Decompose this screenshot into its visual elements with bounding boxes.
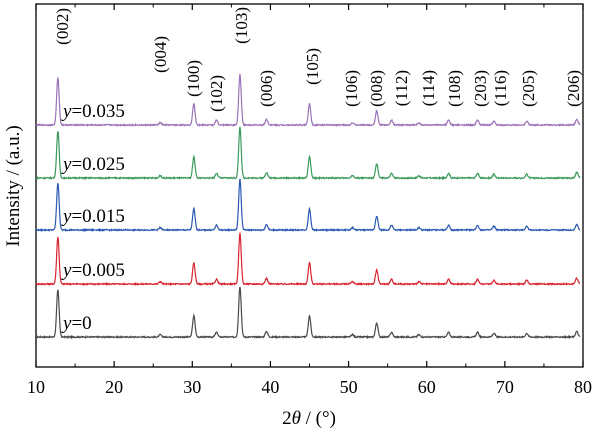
series-line (35, 178, 581, 233)
x-tick-label: 50 (340, 377, 358, 397)
peak-label: (002) (53, 8, 72, 45)
x-axis-title-unit: / (°) (301, 408, 336, 429)
peak-label: (105) (303, 48, 322, 85)
y-axis-title: Intensity / (a.u.) (3, 125, 24, 246)
peak-label: (116) (491, 70, 510, 106)
series-label-value: =0.035 (71, 101, 124, 122)
series-label: y=0.035 (61, 101, 125, 122)
x-axis-title-theta: θ (292, 408, 301, 429)
series-label-var: y (61, 260, 72, 281)
series-line (35, 126, 581, 181)
peak-labels: (002) (004) (100) (102) (103) (006) (105) (106)… (53, 7, 583, 112)
series-label-value: =0.025 (71, 154, 124, 175)
peak-label: (203) (471, 70, 490, 107)
peak-label: (206) (564, 70, 583, 107)
peak-label: (108) (445, 70, 464, 107)
x-tick-label: 10 (27, 377, 45, 397)
series-label-var: y (61, 154, 72, 175)
x-tick-label: 70 (496, 377, 514, 397)
peak-label: (103) (232, 7, 251, 44)
peak-label: (100) (184, 60, 203, 97)
series-label: y=0.015 (61, 206, 125, 227)
peak-label: (004) (151, 36, 170, 73)
peak-label: (114) (419, 70, 438, 106)
series-label-var: y (61, 206, 72, 227)
peak-label: (006) (257, 70, 276, 107)
peak-label: (102) (207, 75, 226, 112)
series-lines (35, 73, 581, 340)
x-tick-label: 30 (183, 377, 201, 397)
peak-label: (106) (342, 70, 361, 107)
series-label-var: y (61, 313, 72, 334)
x-tick-label: 20 (105, 377, 123, 397)
x-tick-label: 40 (261, 377, 279, 397)
peak-label: (205) (519, 70, 538, 107)
x-tick-label: 60 (418, 377, 436, 397)
x-axis-ticks: 10 20 30 40 50 60 70 80 (27, 4, 592, 397)
peak-label: (008) (367, 70, 386, 107)
series-label: y=0.025 (61, 154, 125, 175)
series-line (35, 232, 580, 287)
series-label-value: =0 (71, 313, 91, 334)
series-label-value: =0.015 (71, 206, 124, 227)
peak-label: (112) (392, 70, 411, 106)
series-label: y=0.005 (61, 260, 125, 281)
series-label-value: =0.005 (71, 260, 124, 281)
x-axis-title-num: 2 (282, 408, 292, 429)
series-label-var: y (61, 101, 72, 122)
series-line (35, 73, 581, 128)
x-tick-label: 80 (574, 377, 592, 397)
series-line (35, 286, 581, 340)
x-axis-title: 2θ / (°) (282, 408, 336, 429)
series-label: y=0 (61, 313, 92, 334)
